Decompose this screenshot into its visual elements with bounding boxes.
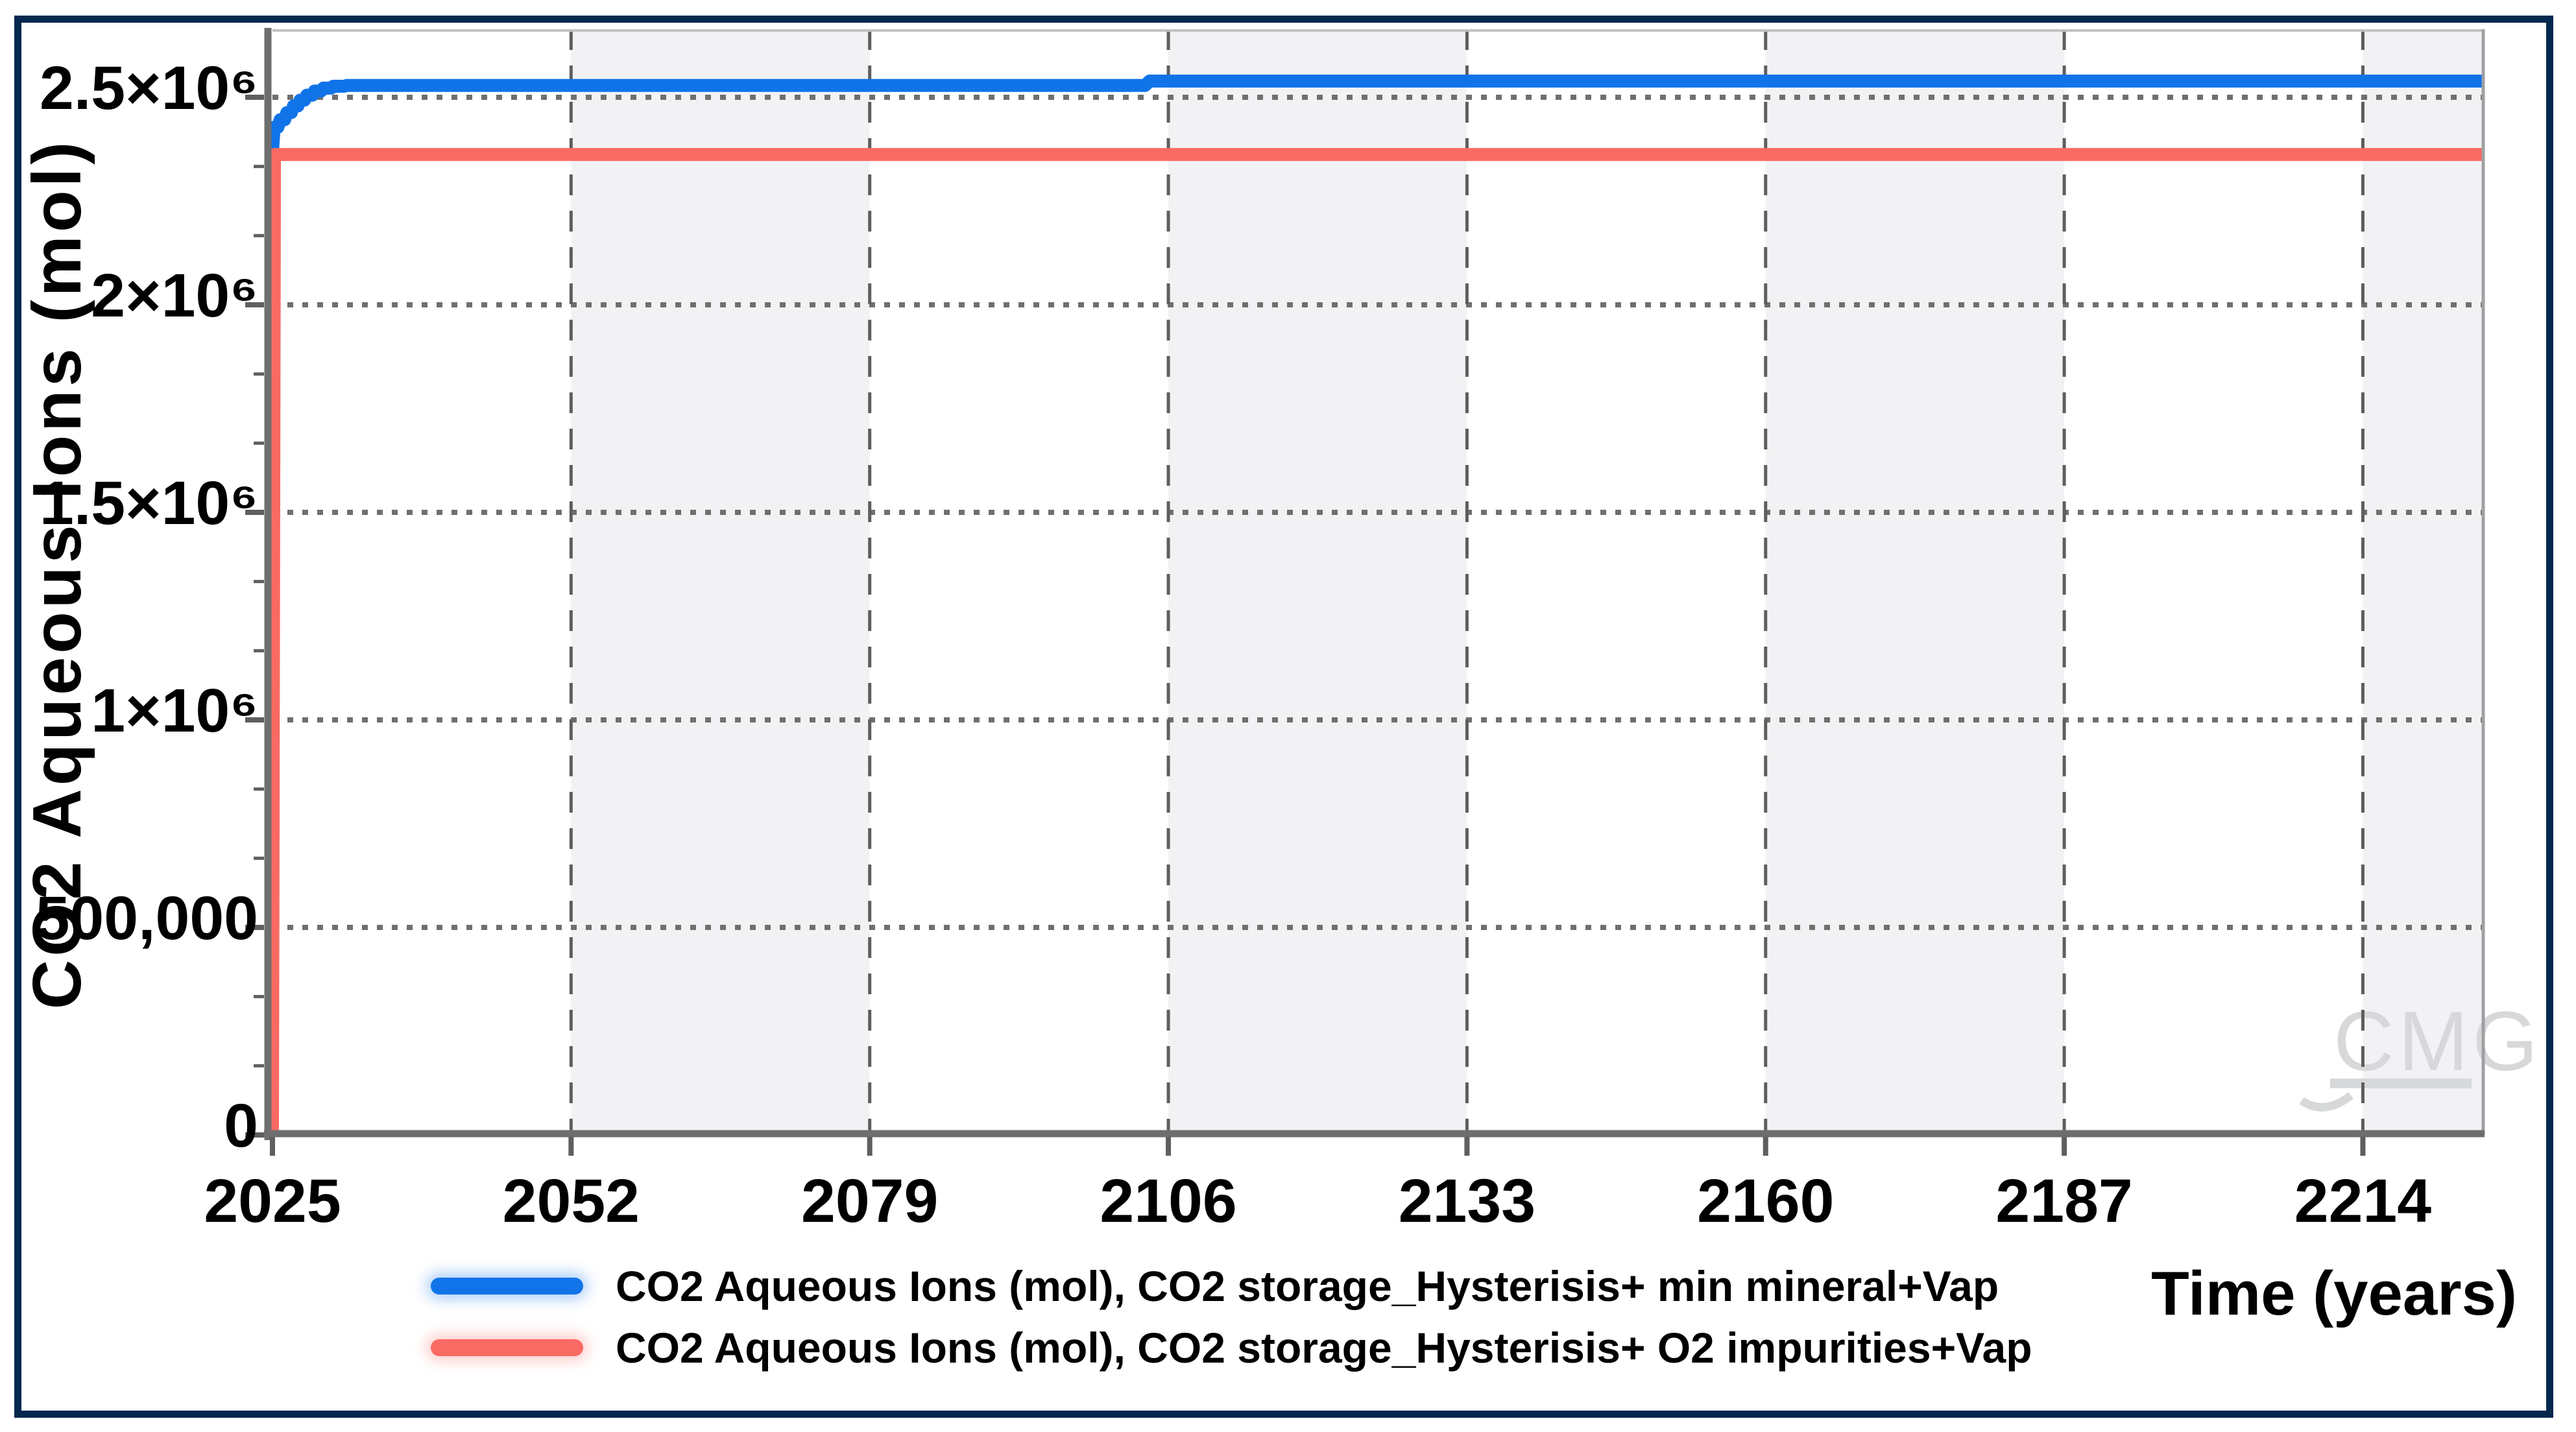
- y-tick-label: 2.5×10⁶: [40, 54, 258, 123]
- y-tick-label: 0: [224, 1092, 258, 1160]
- legend-label: CO2 Aqueous Ions (mol), CO2 storage_Hyst…: [616, 1262, 1999, 1310]
- x-tick-label: 2079: [801, 1167, 939, 1235]
- series-line-min-mineral: [266, 75, 2485, 153]
- plot-band: [1168, 29, 1467, 1135]
- y-tick-label: 1×10⁶: [91, 676, 258, 745]
- y-tick-label: 500,000: [35, 884, 258, 953]
- cmg-watermark-underline: [2330, 1079, 2472, 1088]
- y-tick-label: 2×10⁶: [91, 261, 258, 330]
- legend-item: CO2 Aqueous Ions (mol), CO2 storage_Hyst…: [431, 1319, 2032, 1377]
- plot-area: CMG: [245, 28, 2538, 1156]
- plot-band: [571, 29, 870, 1135]
- x-axis-title: Time (years): [2151, 1259, 2517, 1328]
- x-tick-label: 2133: [1398, 1167, 1536, 1235]
- x-tick-label: 2214: [2294, 1167, 2432, 1235]
- series-line-o2-impurities: [266, 148, 2485, 1136]
- x-tick-label: 2052: [502, 1167, 640, 1235]
- plot-band: [1765, 29, 2065, 1135]
- x-tick-label: 2106: [1100, 1167, 1237, 1235]
- y-tick-label: 1.5×10⁶: [40, 469, 258, 538]
- legend-label: CO2 Aqueous Ions (mol), CO2 storage_Hyst…: [616, 1324, 2032, 1372]
- cmg-watermark-tail: [2299, 1092, 2353, 1112]
- cmg-watermark-text: CMG: [2333, 994, 2542, 1088]
- x-tick-label: 2025: [204, 1167, 341, 1235]
- plot-svg: CMG: [245, 28, 2538, 1156]
- legend-swatch: [431, 1339, 583, 1356]
- legend-swatch: [431, 1278, 583, 1295]
- x-tick-label: 2160: [1697, 1167, 1835, 1235]
- x-tick-label: 2187: [1995, 1167, 2133, 1235]
- plot-band: [2363, 29, 2485, 1135]
- legend-item: CO2 Aqueous Ions (mol), CO2 storage_Hyst…: [431, 1257, 1999, 1315]
- figure-border: [14, 16, 2553, 1418]
